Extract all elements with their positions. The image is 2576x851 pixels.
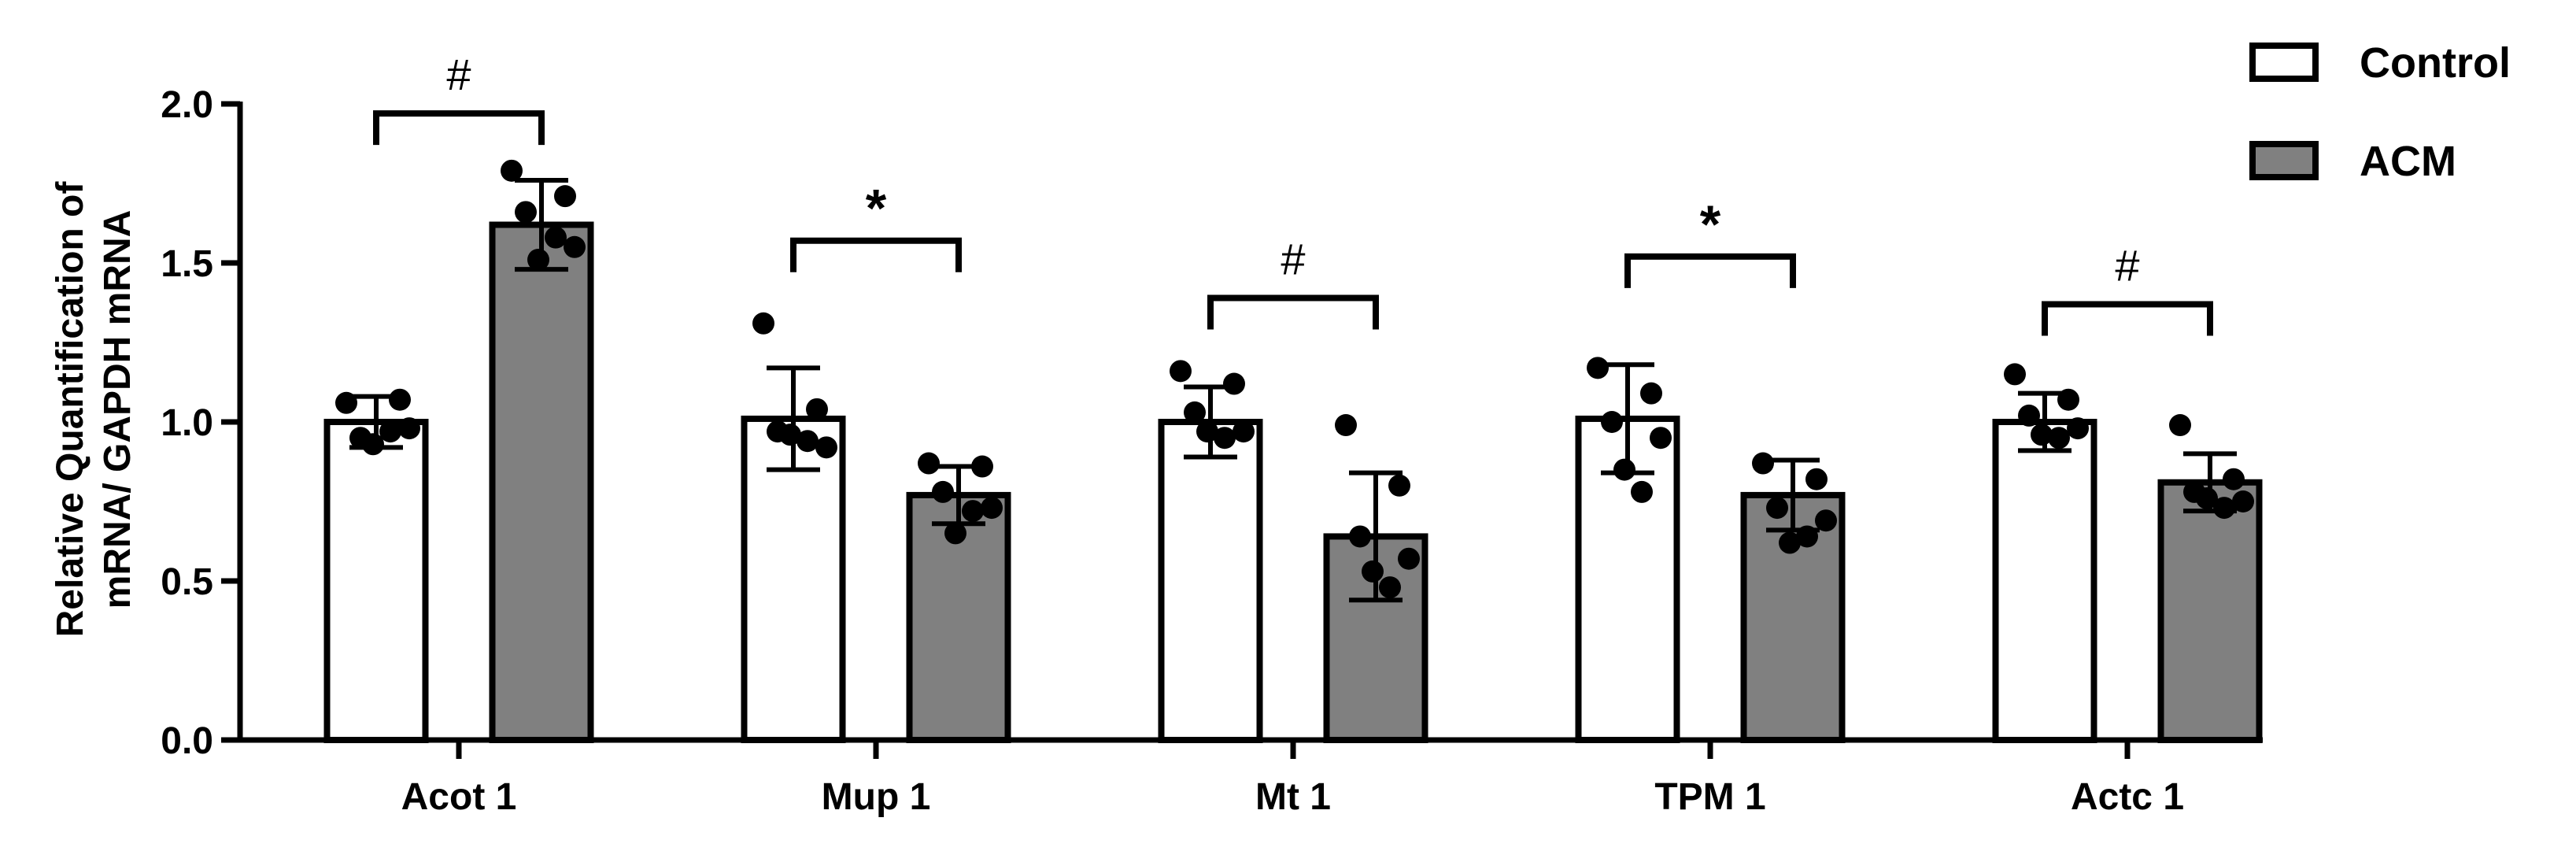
data-point bbox=[545, 226, 567, 249]
data-point bbox=[944, 522, 966, 545]
bar bbox=[1992, 419, 2097, 743]
legend-swatch bbox=[2249, 43, 2319, 82]
data-point bbox=[389, 388, 411, 411]
data-point bbox=[2004, 363, 2026, 386]
x-tick-label: Acot 1 bbox=[401, 776, 517, 818]
significance-bracket bbox=[1207, 294, 1379, 330]
y-axis-label-line-2: mRNA/ GAPDH mRNA bbox=[97, 210, 139, 609]
data-point bbox=[1587, 357, 1609, 379]
data-point bbox=[515, 201, 537, 224]
data-point bbox=[1631, 480, 1653, 503]
data-point bbox=[918, 452, 940, 475]
data-point bbox=[1650, 427, 1672, 450]
data-point bbox=[2018, 404, 2040, 427]
data-point bbox=[1223, 372, 1245, 395]
data-point bbox=[1379, 576, 1401, 599]
data-point bbox=[1184, 401, 1206, 424]
data-point bbox=[1796, 525, 1818, 548]
data-point bbox=[1398, 547, 1420, 570]
bar bbox=[1158, 419, 1263, 743]
significance-bracket bbox=[790, 237, 962, 272]
y-tick-label: 1.5 bbox=[161, 243, 213, 285]
bar bbox=[489, 221, 594, 743]
data-point bbox=[1601, 411, 1623, 433]
y-tick-label: 0.5 bbox=[161, 561, 213, 603]
data-point bbox=[335, 391, 357, 414]
data-point bbox=[398, 417, 420, 440]
data-point bbox=[379, 420, 401, 443]
significance-label: * bbox=[1700, 194, 1721, 254]
data-point bbox=[981, 497, 1003, 520]
data-point bbox=[2031, 424, 2053, 446]
data-point bbox=[1170, 360, 1192, 383]
y-axis-label-line-1: Relative Quantification of bbox=[50, 181, 91, 638]
significance-label: # bbox=[2115, 241, 2139, 290]
significance-bracket bbox=[373, 110, 545, 146]
data-point bbox=[2169, 414, 2191, 437]
data-point bbox=[815, 436, 837, 459]
data-point bbox=[1233, 420, 1255, 443]
data-point bbox=[932, 480, 954, 503]
y-tick-label: 1.0 bbox=[161, 402, 213, 444]
data-point bbox=[554, 185, 576, 208]
bar bbox=[2157, 479, 2263, 743]
data-point bbox=[1779, 531, 1801, 554]
data-point bbox=[971, 455, 993, 478]
data-point bbox=[2213, 497, 2235, 520]
significance-bracket bbox=[2042, 301, 2213, 336]
data-point bbox=[752, 312, 774, 335]
data-point bbox=[1335, 414, 1357, 437]
y-tick-label: 2.0 bbox=[161, 84, 213, 126]
legend-label: ACM bbox=[2360, 138, 2456, 185]
y-axis-label: Relative Quantification of mRNA/ GAPDH m… bbox=[50, 181, 139, 638]
significance-label: # bbox=[446, 50, 471, 99]
data-point bbox=[1805, 468, 1828, 490]
data-point bbox=[1752, 452, 1774, 475]
data-point bbox=[2048, 427, 2070, 450]
data-point bbox=[2067, 417, 2089, 440]
significance-label: * bbox=[866, 179, 887, 239]
data-point bbox=[1766, 497, 1788, 520]
x-tick-label: Mt 1 bbox=[1255, 776, 1331, 818]
data-point bbox=[2057, 388, 2079, 411]
significance-bracket bbox=[1624, 253, 1796, 288]
data-point bbox=[2232, 490, 2254, 512]
data-point bbox=[1349, 525, 1371, 548]
x-tick-label: Mup 1 bbox=[822, 776, 931, 818]
data-points bbox=[335, 159, 2254, 599]
data-point bbox=[779, 424, 801, 446]
bars bbox=[323, 221, 2263, 744]
data-point bbox=[806, 398, 828, 420]
x-tick-label: Actc 1 bbox=[2071, 776, 2184, 818]
data-point bbox=[1196, 420, 1218, 443]
legend-label: Control bbox=[2360, 39, 2511, 87]
data-point bbox=[2223, 468, 2245, 490]
significance-brackets: # * # * # bbox=[373, 50, 2213, 336]
data-point bbox=[501, 159, 523, 182]
bar bbox=[323, 419, 429, 743]
data-point bbox=[2196, 487, 2218, 509]
data-point bbox=[962, 500, 984, 523]
y-tick-label: 0.0 bbox=[161, 720, 213, 762]
data-point bbox=[1640, 382, 1662, 405]
data-point bbox=[796, 430, 819, 453]
data-point bbox=[1388, 474, 1410, 497]
data-point bbox=[564, 235, 586, 258]
legend-swatch bbox=[2249, 141, 2319, 180]
significance-label: # bbox=[1281, 234, 1305, 283]
data-point bbox=[362, 433, 384, 456]
data-point bbox=[1613, 458, 1635, 481]
legend: Control ACM bbox=[2249, 39, 2511, 185]
data-point bbox=[1815, 509, 1837, 532]
data-point bbox=[527, 248, 549, 271]
data-point bbox=[1362, 560, 1384, 583]
x-tick-label: TPM 1 bbox=[1654, 776, 1765, 818]
data-point bbox=[1214, 427, 1236, 450]
